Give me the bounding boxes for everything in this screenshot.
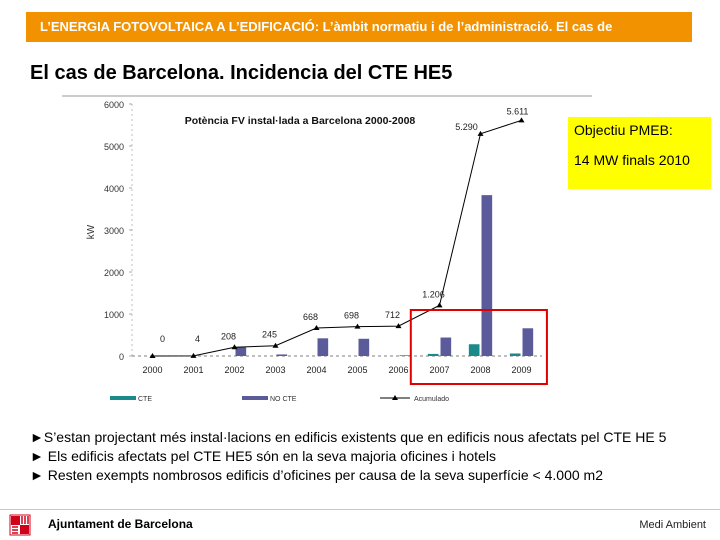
bullet-list: ►S’estan projectant més instal·lacions e… — [30, 428, 700, 485]
data-label: 5.611 — [507, 106, 529, 116]
point-acumulado — [272, 342, 279, 348]
point-acumulado — [231, 344, 238, 350]
bar-no-cte — [440, 337, 452, 356]
objective-note: Objectiu PMEB: 14 MW finals 2010 — [568, 117, 711, 189]
highlight-box — [409, 309, 548, 385]
data-label: 4 — [195, 334, 200, 344]
point-acumulado — [149, 353, 156, 358]
x-tick-label: 2005 — [347, 365, 367, 375]
bullet-item-1: ►S’estan projectant més instal·lacions e… — [30, 429, 667, 445]
legend-label-cte: CTE — [138, 396, 152, 403]
data-label: 698 — [344, 311, 359, 321]
x-tick-label: 2000 — [142, 365, 162, 375]
point-acumulado — [436, 302, 443, 308]
data-label: 5.290 — [455, 122, 478, 132]
bullet-item-3: ► Resten exempts nombrosos edificis d’of… — [30, 467, 603, 483]
y-tick-label: 6000 — [104, 100, 124, 110]
bar-no-cte — [317, 338, 329, 356]
bar-no-cte — [481, 195, 493, 356]
data-label: 0 — [160, 334, 165, 344]
bar-no-cte — [522, 328, 534, 356]
x-tick-label: 2007 — [429, 365, 449, 375]
bar-no-cte — [276, 354, 288, 356]
data-label: 712 — [385, 310, 400, 320]
header-title: L’ENERGIA FOTOVOLTAICA A L’EDIFICACIÓ: L… — [40, 19, 613, 34]
line-acumulado — [152, 119, 522, 357]
data-label: 208 — [221, 331, 236, 341]
footer-department: Medi Ambient — [639, 519, 706, 531]
x-tick-label: 2004 — [306, 365, 326, 375]
point-acumulado — [313, 325, 320, 331]
chart-title: Potència FV instal·lada a Barcelona 2000… — [185, 115, 416, 127]
y-tick-label: 3000 — [104, 226, 124, 236]
slide-title: El cas de Barcelona. Incidencia del CTE … — [30, 62, 453, 84]
data-label: 1.206 — [422, 289, 445, 299]
data-label: 245 — [262, 330, 277, 340]
data-label: 668 — [303, 312, 318, 322]
chart: 0 1000 2000 3000 4000 5000 6000 kW Potència FV i… — [62, 95, 592, 403]
legend-label-acumulado: Acumulado — [414, 396, 449, 403]
footer-organization: Ajuntament de Barcelona — [48, 517, 193, 531]
legend-swatch-cte — [110, 396, 136, 400]
y-axis-label: kW — [86, 224, 97, 239]
bar-no-cte — [399, 355, 411, 356]
y-tick-label: 5000 — [104, 142, 124, 152]
bar-cte — [468, 344, 480, 356]
y-tick-label: 2000 — [104, 268, 124, 278]
point-acumulado — [518, 117, 525, 123]
header-bar: L’ENERGIA FOTOVOLTAICA A L’EDIFICACIÓ: L… — [26, 12, 692, 42]
objective-note-line1: Objectiu PMEB: — [574, 122, 673, 138]
objective-note-line2: 14 MW finals 2010 — [574, 152, 690, 168]
bar-no-cte — [358, 338, 370, 356]
footer-divider — [0, 509, 720, 510]
point-acumulado — [354, 323, 361, 329]
y-tick-label: 4000 — [104, 184, 124, 194]
legend-marker-acumulado — [392, 395, 398, 400]
legend-swatch-no-cte — [242, 396, 268, 400]
bar-cte — [509, 353, 521, 356]
x-tick-label: 2008 — [470, 365, 490, 375]
x-tick-label: 2001 — [183, 365, 203, 375]
point-acumulado — [190, 352, 197, 358]
point-acumulado — [477, 130, 484, 136]
bar-cte — [427, 353, 439, 356]
y-tick-label: 1000 — [104, 310, 124, 320]
bar-no-cte — [235, 347, 247, 356]
x-tick-label: 2002 — [224, 365, 244, 375]
bullet-item-2: ► Els edificis afectats pel CTE HE5 són … — [30, 448, 496, 464]
legend-label-no-cte: NO CTE — [270, 396, 297, 403]
x-tick-label: 2003 — [265, 365, 285, 375]
x-tick-label: 2009 — [511, 365, 531, 375]
point-acumulado — [395, 323, 402, 329]
barcelona-shield-icon — [9, 514, 31, 536]
x-tick-label: 2006 — [388, 365, 408, 375]
y-tick-label: 0 — [119, 352, 124, 362]
